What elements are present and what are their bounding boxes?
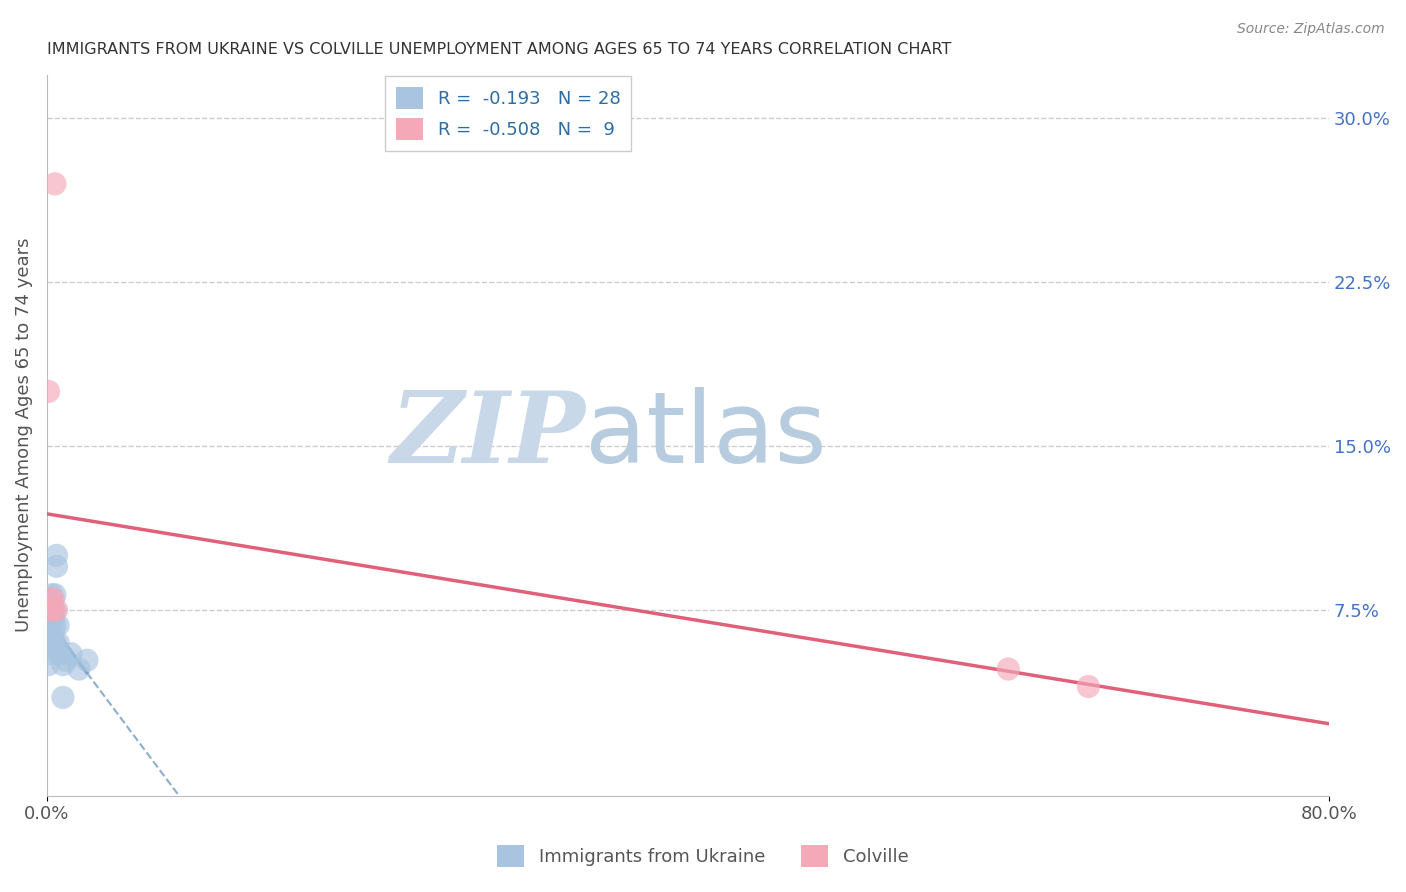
Y-axis label: Unemployment Among Ages 65 to 74 years: Unemployment Among Ages 65 to 74 years: [15, 238, 32, 632]
Point: [37, 636, 59, 650]
Point: [44, 603, 66, 617]
Point: [48, 647, 70, 661]
Point: [39, 624, 62, 639]
Point: [42, 603, 65, 617]
Point: [42, 636, 65, 650]
Point: [46, 618, 69, 632]
Point: [76, 653, 98, 667]
Point: [44, 640, 66, 655]
Point: [997, 662, 1019, 676]
Text: atlas: atlas: [585, 386, 827, 483]
Legend: Immigrants from Ukraine, Colville: Immigrants from Ukraine, Colville: [491, 838, 915, 874]
Point: [44, 588, 66, 602]
Point: [45, 559, 67, 574]
Point: [39, 614, 62, 628]
Point: [42, 592, 65, 607]
Point: [41, 588, 63, 602]
Point: [46, 636, 69, 650]
Point: [52, 690, 75, 705]
Point: [42, 624, 65, 639]
Point: [59, 647, 82, 661]
Text: Source: ZipAtlas.com: Source: ZipAtlas.com: [1237, 22, 1385, 37]
Point: [41, 597, 63, 611]
Point: [44, 177, 66, 191]
Point: [37, 384, 59, 399]
Point: [41, 636, 63, 650]
Point: [52, 657, 75, 672]
Point: [45, 603, 67, 617]
Point: [42, 609, 65, 624]
Point: [44, 618, 66, 632]
Point: [55, 653, 77, 667]
Text: IMMIGRANTS FROM UKRAINE VS COLVILLE UNEMPLOYMENT AMONG AGES 65 TO 74 YEARS CORRE: IMMIGRANTS FROM UKRAINE VS COLVILLE UNEM…: [46, 42, 952, 57]
Point: [39, 647, 62, 661]
Point: [1077, 680, 1099, 694]
Point: [41, 603, 63, 617]
Point: [44, 636, 66, 650]
Point: [41, 614, 63, 628]
Point: [37, 657, 59, 672]
Point: [45, 549, 67, 563]
Point: [39, 592, 62, 607]
Point: [67, 662, 90, 676]
Legend: R =  -0.193   N = 28, R =  -0.508   N =  9: R = -0.193 N = 28, R = -0.508 N = 9: [385, 77, 631, 151]
Text: ZIP: ZIP: [391, 387, 585, 483]
